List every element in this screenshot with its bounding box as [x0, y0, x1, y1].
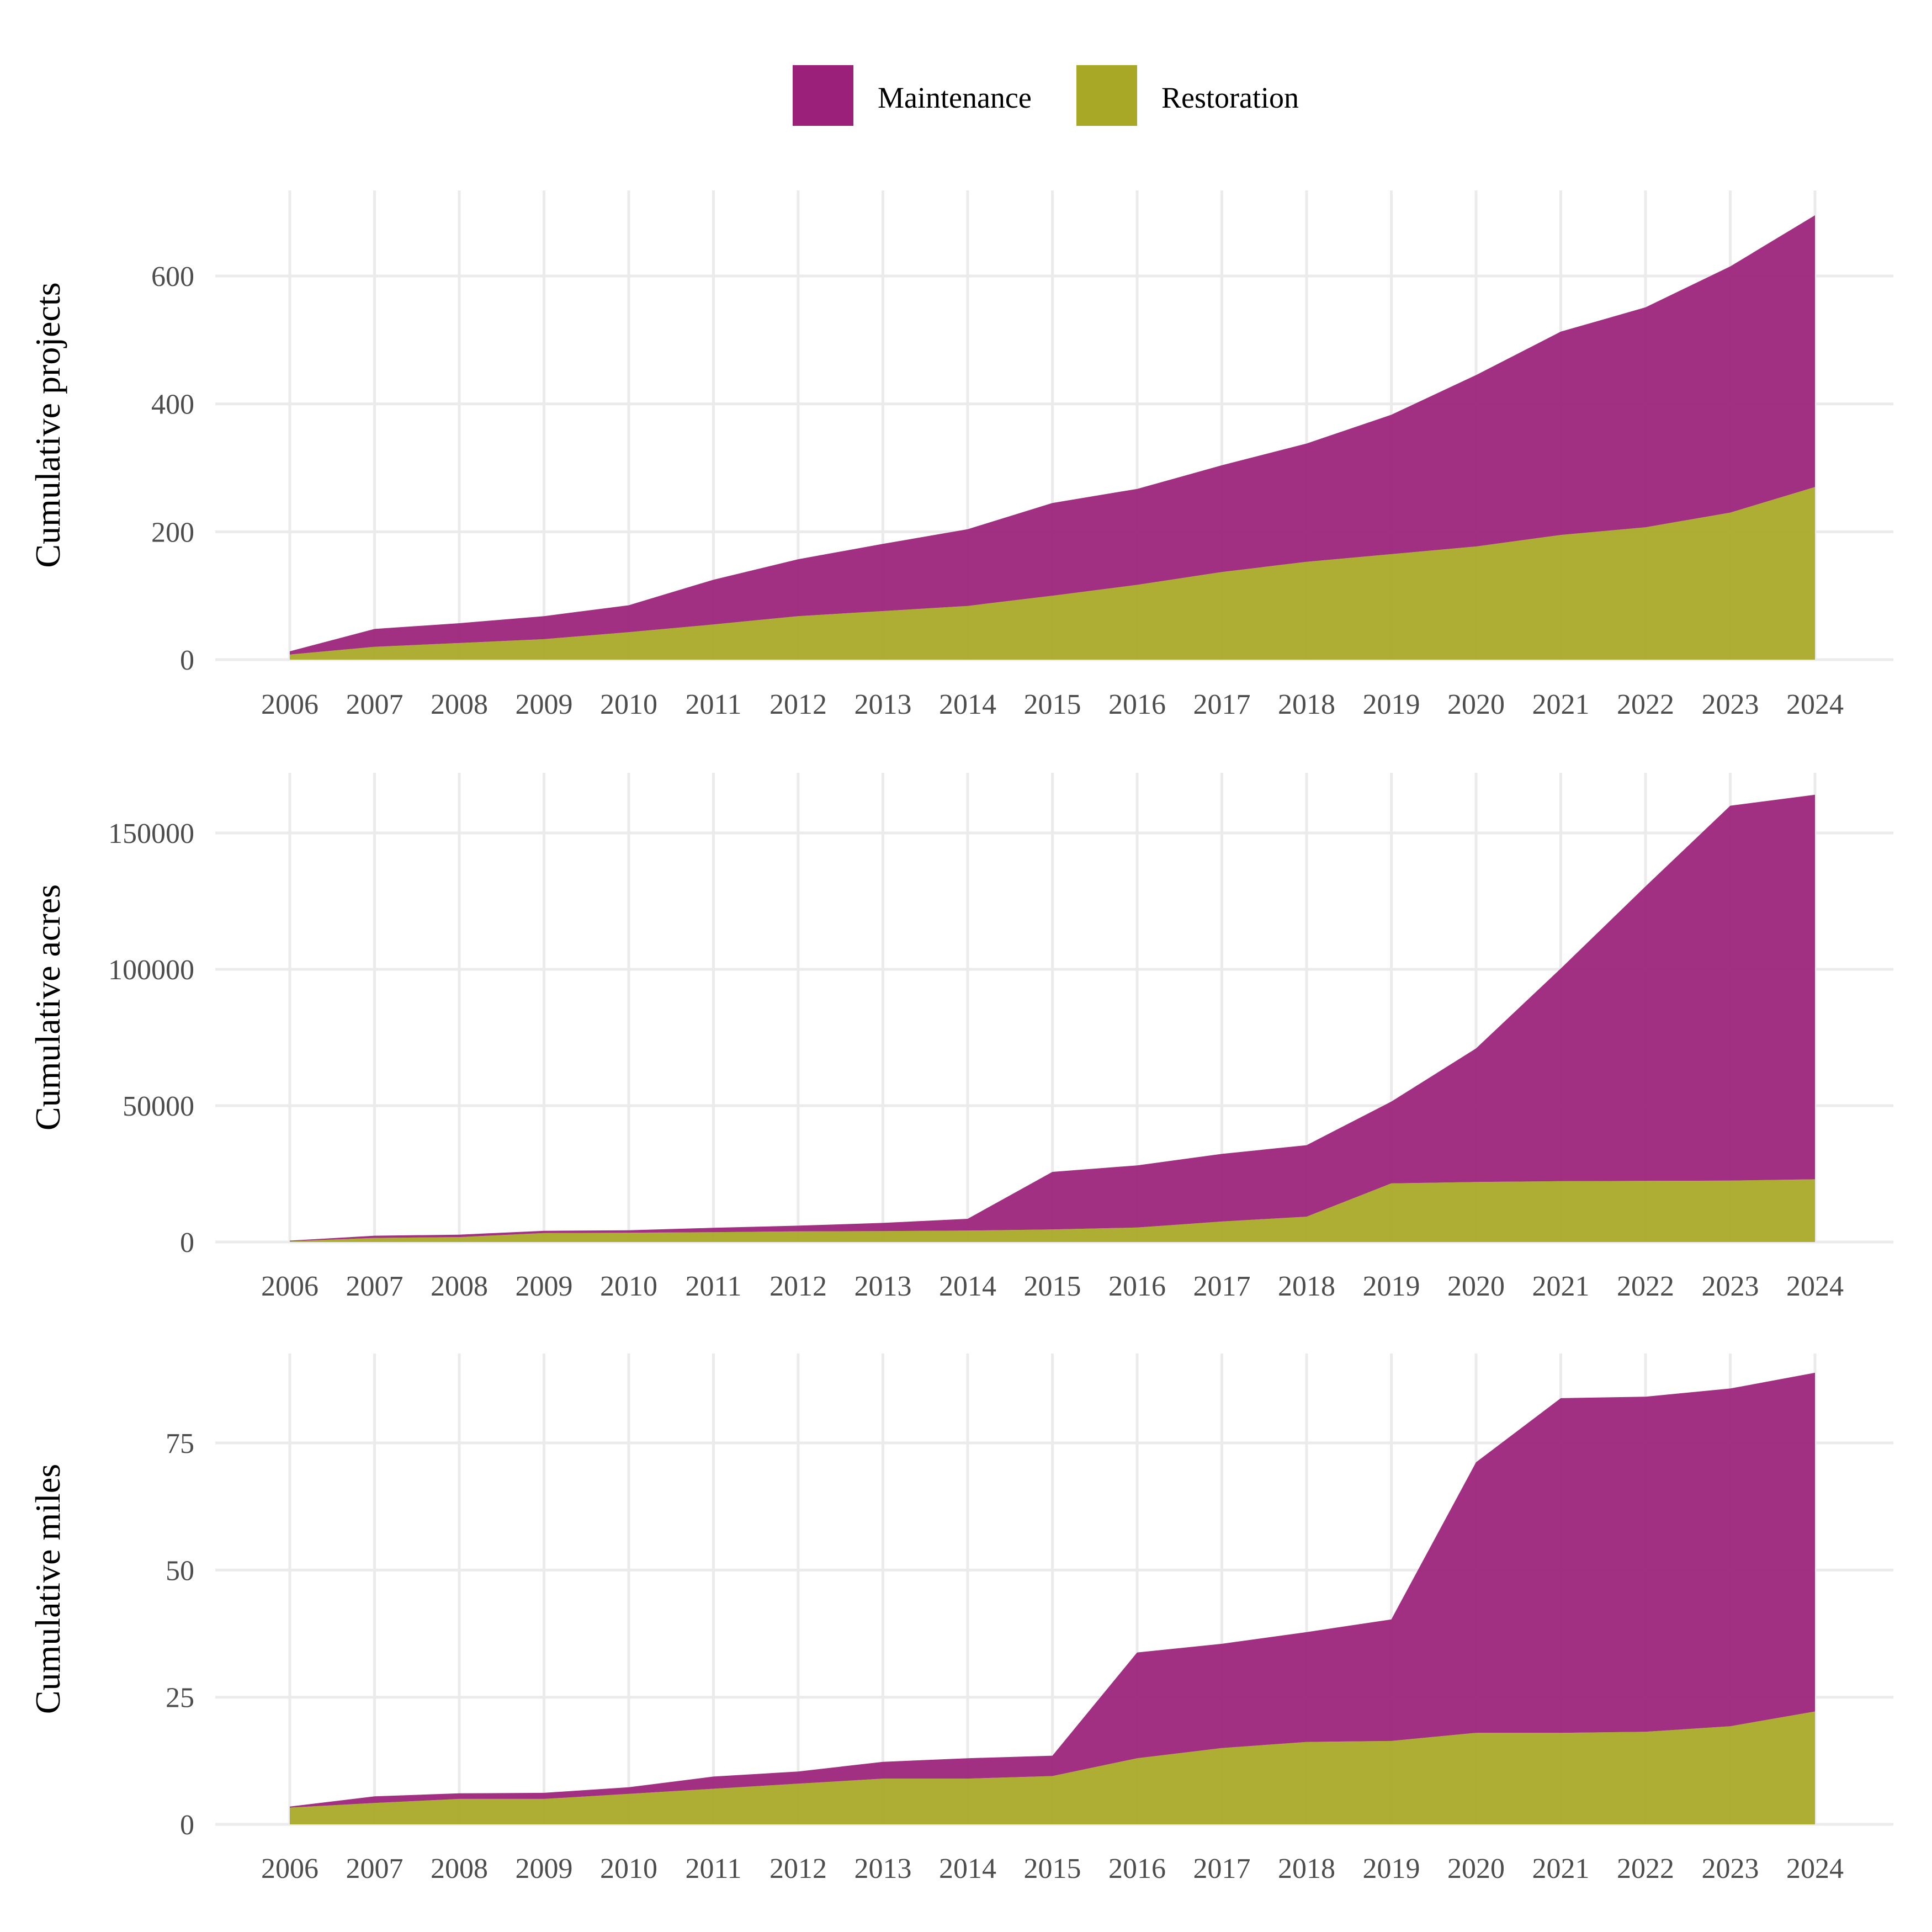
legend-swatch-restoration [1076, 65, 1137, 126]
x-tick-label: 2023 [1702, 1271, 1759, 1302]
x-tick-label: 2016 [1108, 689, 1166, 720]
x-tick-label: 2012 [769, 1271, 827, 1302]
x-tick-label: 2011 [685, 1853, 741, 1885]
x-tick-label: 2007 [346, 1853, 404, 1885]
x-tick-label: 2021 [1532, 689, 1590, 720]
x-tick-label: 2006 [261, 1853, 319, 1885]
y-axis-title: Cumulative miles [28, 1464, 67, 1714]
legend-swatch-maintenance [793, 65, 853, 126]
y-axis-title: Cumulative acres [28, 884, 67, 1130]
x-tick-label: 2022 [1617, 689, 1674, 720]
y-tick-label: 400 [151, 389, 194, 421]
area-series-restoration [290, 1711, 1815, 1824]
x-tick-label: 2016 [1108, 1271, 1166, 1302]
y-tick-label: 150000 [108, 818, 194, 850]
x-tick-label: 2007 [346, 1271, 404, 1302]
area-series-maintenance [290, 794, 1815, 1241]
y-tick-label: 0 [180, 1227, 194, 1259]
x-tick-label: 2021 [1532, 1853, 1590, 1885]
y-tick-label: 0 [180, 1809, 194, 1841]
x-tick-label: 2007 [346, 689, 404, 720]
x-tick-label: 2020 [1447, 1271, 1505, 1302]
x-tick-label: 2016 [1108, 1853, 1166, 1885]
y-tick-label: 25 [166, 1682, 194, 1714]
area-series-restoration [290, 1179, 1815, 1242]
x-tick-label: 2009 [516, 689, 573, 720]
x-tick-label: 2013 [854, 689, 912, 720]
x-tick-label: 2009 [516, 1853, 573, 1885]
x-tick-label: 2012 [769, 689, 827, 720]
area-series-restoration [290, 487, 1815, 660]
x-tick-label: 2018 [1278, 1271, 1335, 1302]
x-tick-label: 2013 [854, 1271, 912, 1302]
y-axis-title: Cumulative projects [28, 282, 67, 567]
x-tick-label: 2015 [1024, 689, 1081, 720]
x-tick-label: 2006 [261, 1271, 319, 1302]
x-tick-label: 2011 [685, 689, 741, 720]
x-tick-label: 2017 [1193, 689, 1251, 720]
x-tick-label: 2023 [1702, 689, 1759, 720]
y-tick-label: 200 [151, 517, 194, 548]
x-tick-label: 2018 [1278, 689, 1335, 720]
x-tick-label: 2011 [685, 1271, 741, 1302]
x-tick-label: 2009 [516, 1271, 573, 1302]
x-tick-label: 2012 [769, 1853, 827, 1885]
x-tick-label: 2017 [1193, 1271, 1251, 1302]
area-series-maintenance [290, 215, 1815, 655]
x-tick-label: 2023 [1702, 1853, 1759, 1885]
x-tick-label: 2021 [1532, 1271, 1590, 1302]
y-tick-label: 75 [166, 1428, 194, 1459]
x-tick-label: 2014 [939, 1271, 996, 1302]
x-tick-label: 2024 [1786, 689, 1844, 720]
x-tick-label: 2020 [1447, 1853, 1505, 1885]
area-series-maintenance [290, 1372, 1815, 1808]
y-tick-label: 0 [180, 645, 194, 676]
x-tick-label: 2022 [1617, 1271, 1674, 1302]
x-tick-label: 2010 [600, 1853, 657, 1885]
y-tick-label: 600 [151, 261, 194, 293]
x-tick-label: 2024 [1786, 1271, 1844, 1302]
x-tick-label: 2006 [261, 689, 319, 720]
x-tick-label: 2014 [939, 689, 996, 720]
legend: Maintenance Restoration [793, 65, 1299, 126]
x-tick-label: 2008 [431, 1271, 488, 1302]
x-tick-label: 2013 [854, 1853, 912, 1885]
x-tick-label: 2014 [939, 1853, 996, 1885]
x-tick-label: 2010 [600, 1271, 657, 1302]
panel-2: 0 50000 100000 150000 2006 2007 2008 2009 2010 20… [28, 773, 1893, 1302]
y-tick-label: 50000 [123, 1091, 194, 1122]
x-tick-label: 2017 [1193, 1853, 1251, 1885]
legend-label-restoration: Restoration [1161, 81, 1299, 114]
x-tick-label: 2019 [1363, 1271, 1420, 1302]
x-tick-label: 2008 [431, 689, 488, 720]
x-tick-label: 2015 [1024, 1271, 1081, 1302]
x-tick-label: 2015 [1024, 1853, 1081, 1885]
x-tick-label: 2019 [1363, 689, 1420, 720]
x-tick-label: 2010 [600, 689, 657, 720]
x-tick-label: 2020 [1447, 689, 1505, 720]
x-tick-label: 2024 [1786, 1853, 1844, 1885]
x-tick-label: 2019 [1363, 1853, 1420, 1885]
x-tick-label: 2018 [1278, 1853, 1335, 1885]
panel-1: 0 200 400 600 2006 2007 2008 2009 2010 2011 2012 20… [28, 190, 1893, 720]
y-tick-label: 100000 [108, 954, 194, 986]
chart-panels: 0 200 400 600 2006 2007 2008 2009 2010 2011 2012 20… [28, 190, 1893, 1885]
x-tick-label: 2008 [431, 1853, 488, 1885]
legend-label-maintenance: Maintenance [878, 81, 1032, 114]
x-tick-label: 2022 [1617, 1853, 1674, 1885]
y-tick-label: 50 [166, 1555, 194, 1586]
panel-3: 0 25 50 75 2006 2007 2008 2009 2010 2011 2012 2013 2… [28, 1354, 1893, 1885]
